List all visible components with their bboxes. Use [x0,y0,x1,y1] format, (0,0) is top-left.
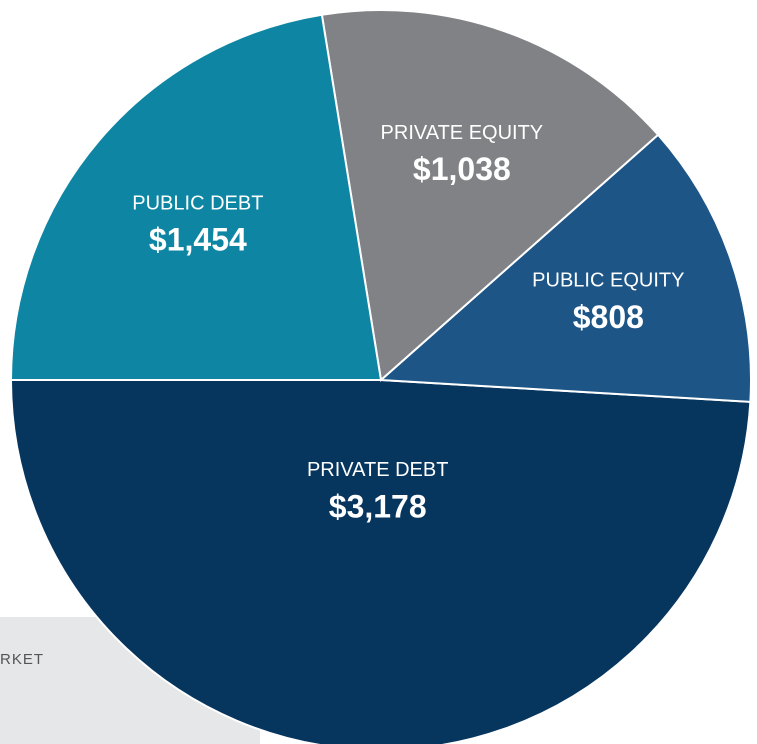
value-label: $3,178 [329,488,427,524]
annotation: RKET [0,651,44,668]
value-label: $1,038 [413,151,511,187]
value-label: $1,454 [149,222,247,258]
slice-label: PUBLIC EQUITY [532,270,684,292]
pie-slice [320,9,660,382]
value-label: $808 [573,299,644,335]
pie-slice [378,133,752,403]
pie-slice [9,379,752,744]
pie-slice [9,13,383,381]
slice-label: PUBLIC DEBT [132,192,263,214]
slice-label: PRIVATE DEBT [307,459,449,481]
slice-label: PRIVATE EQUITY [381,122,544,144]
